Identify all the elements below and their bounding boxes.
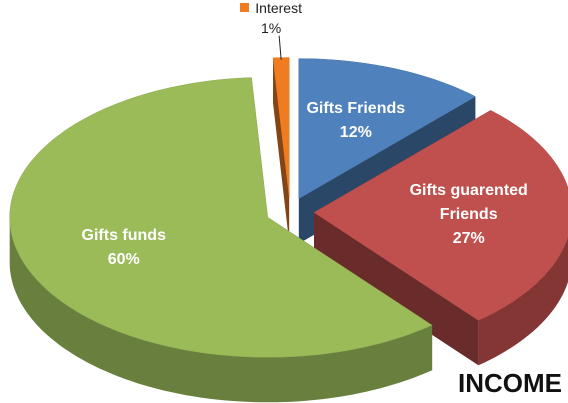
slice — [298, 58, 476, 200]
value-label: 27% — [452, 230, 485, 248]
value-label: 60% — [107, 251, 140, 269]
slice-label: Gifts guarented Friends 27% — [389, 179, 549, 251]
slice — [313, 110, 568, 321]
slice-cut-side — [273, 57, 290, 243]
value-label: 12% — [339, 123, 372, 141]
category-label: Gifts funds — [81, 227, 166, 245]
value-label: 1% — [261, 19, 282, 36]
category-label: Gifts Friends — [306, 99, 406, 117]
slice-side — [478, 237, 568, 366]
slice-label: Interest 1% — [211, 0, 331, 38]
slice-side — [9, 217, 433, 403]
legend-key — [240, 2, 250, 12]
category-label: Gifts guarented Friends — [409, 182, 528, 224]
slice-tops — [9, 57, 568, 358]
leader-line — [278, 35, 282, 60]
chart-title: INCOME — [458, 368, 562, 398]
slice-cut-side — [314, 212, 479, 366]
slice — [9, 77, 433, 358]
slice-label: Gifts Friends 12% — [276, 97, 436, 145]
category-label: Interest — [255, 0, 302, 16]
slice-label: Gifts funds 60% — [44, 224, 204, 272]
